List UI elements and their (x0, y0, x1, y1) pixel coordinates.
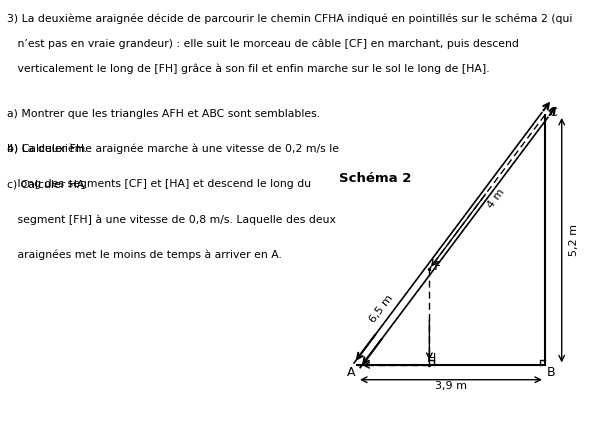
Text: segment [FH] à une vitesse de 0,8 m/s. Laquelle des deux: segment [FH] à une vitesse de 0,8 m/s. L… (7, 214, 336, 225)
Text: c) Calculer HA.: c) Calculer HA. (7, 179, 88, 189)
Text: 6,5 m: 6,5 m (368, 293, 395, 324)
Text: 4 m: 4 m (486, 187, 507, 210)
Text: H: H (427, 352, 436, 365)
Text: 3,9 m: 3,9 m (435, 381, 467, 391)
Text: verticalement le long de [FH] grâce à son fil et enfin marche sur le sol le long: verticalement le long de [FH] grâce à so… (7, 64, 490, 74)
Text: b) Calculer FH.: b) Calculer FH. (7, 144, 88, 154)
Text: Schéma 2: Schéma 2 (339, 172, 411, 185)
Text: C: C (548, 106, 557, 119)
Text: n’est pas en vraie grandeur) : elle suit le morceau de câble [CF] en marchant, p: n’est pas en vraie grandeur) : elle suit… (7, 38, 519, 49)
Text: araignées met le moins de temps à arriver en A.: araignées met le moins de temps à arrive… (7, 250, 282, 260)
Text: F: F (434, 260, 441, 273)
Text: long des segments [CF] et [HA] et descend le long du: long des segments [CF] et [HA] et descen… (7, 179, 312, 189)
Text: 3) La deuxième araignée décide de parcourir le chemin CFHA indiqué en pointillés: 3) La deuxième araignée décide de parcou… (7, 13, 573, 24)
Text: a) Montrer que les triangles AFH et ABC sont semblables.: a) Montrer que les triangles AFH et ABC … (7, 109, 320, 119)
Text: A: A (347, 366, 356, 379)
Text: 4) La deuxième araignée marche à une vitesse de 0,2 m/s le: 4) La deuxième araignée marche à une vit… (7, 144, 339, 154)
Text: B: B (547, 366, 555, 379)
Text: 5,2 m: 5,2 m (569, 224, 579, 256)
